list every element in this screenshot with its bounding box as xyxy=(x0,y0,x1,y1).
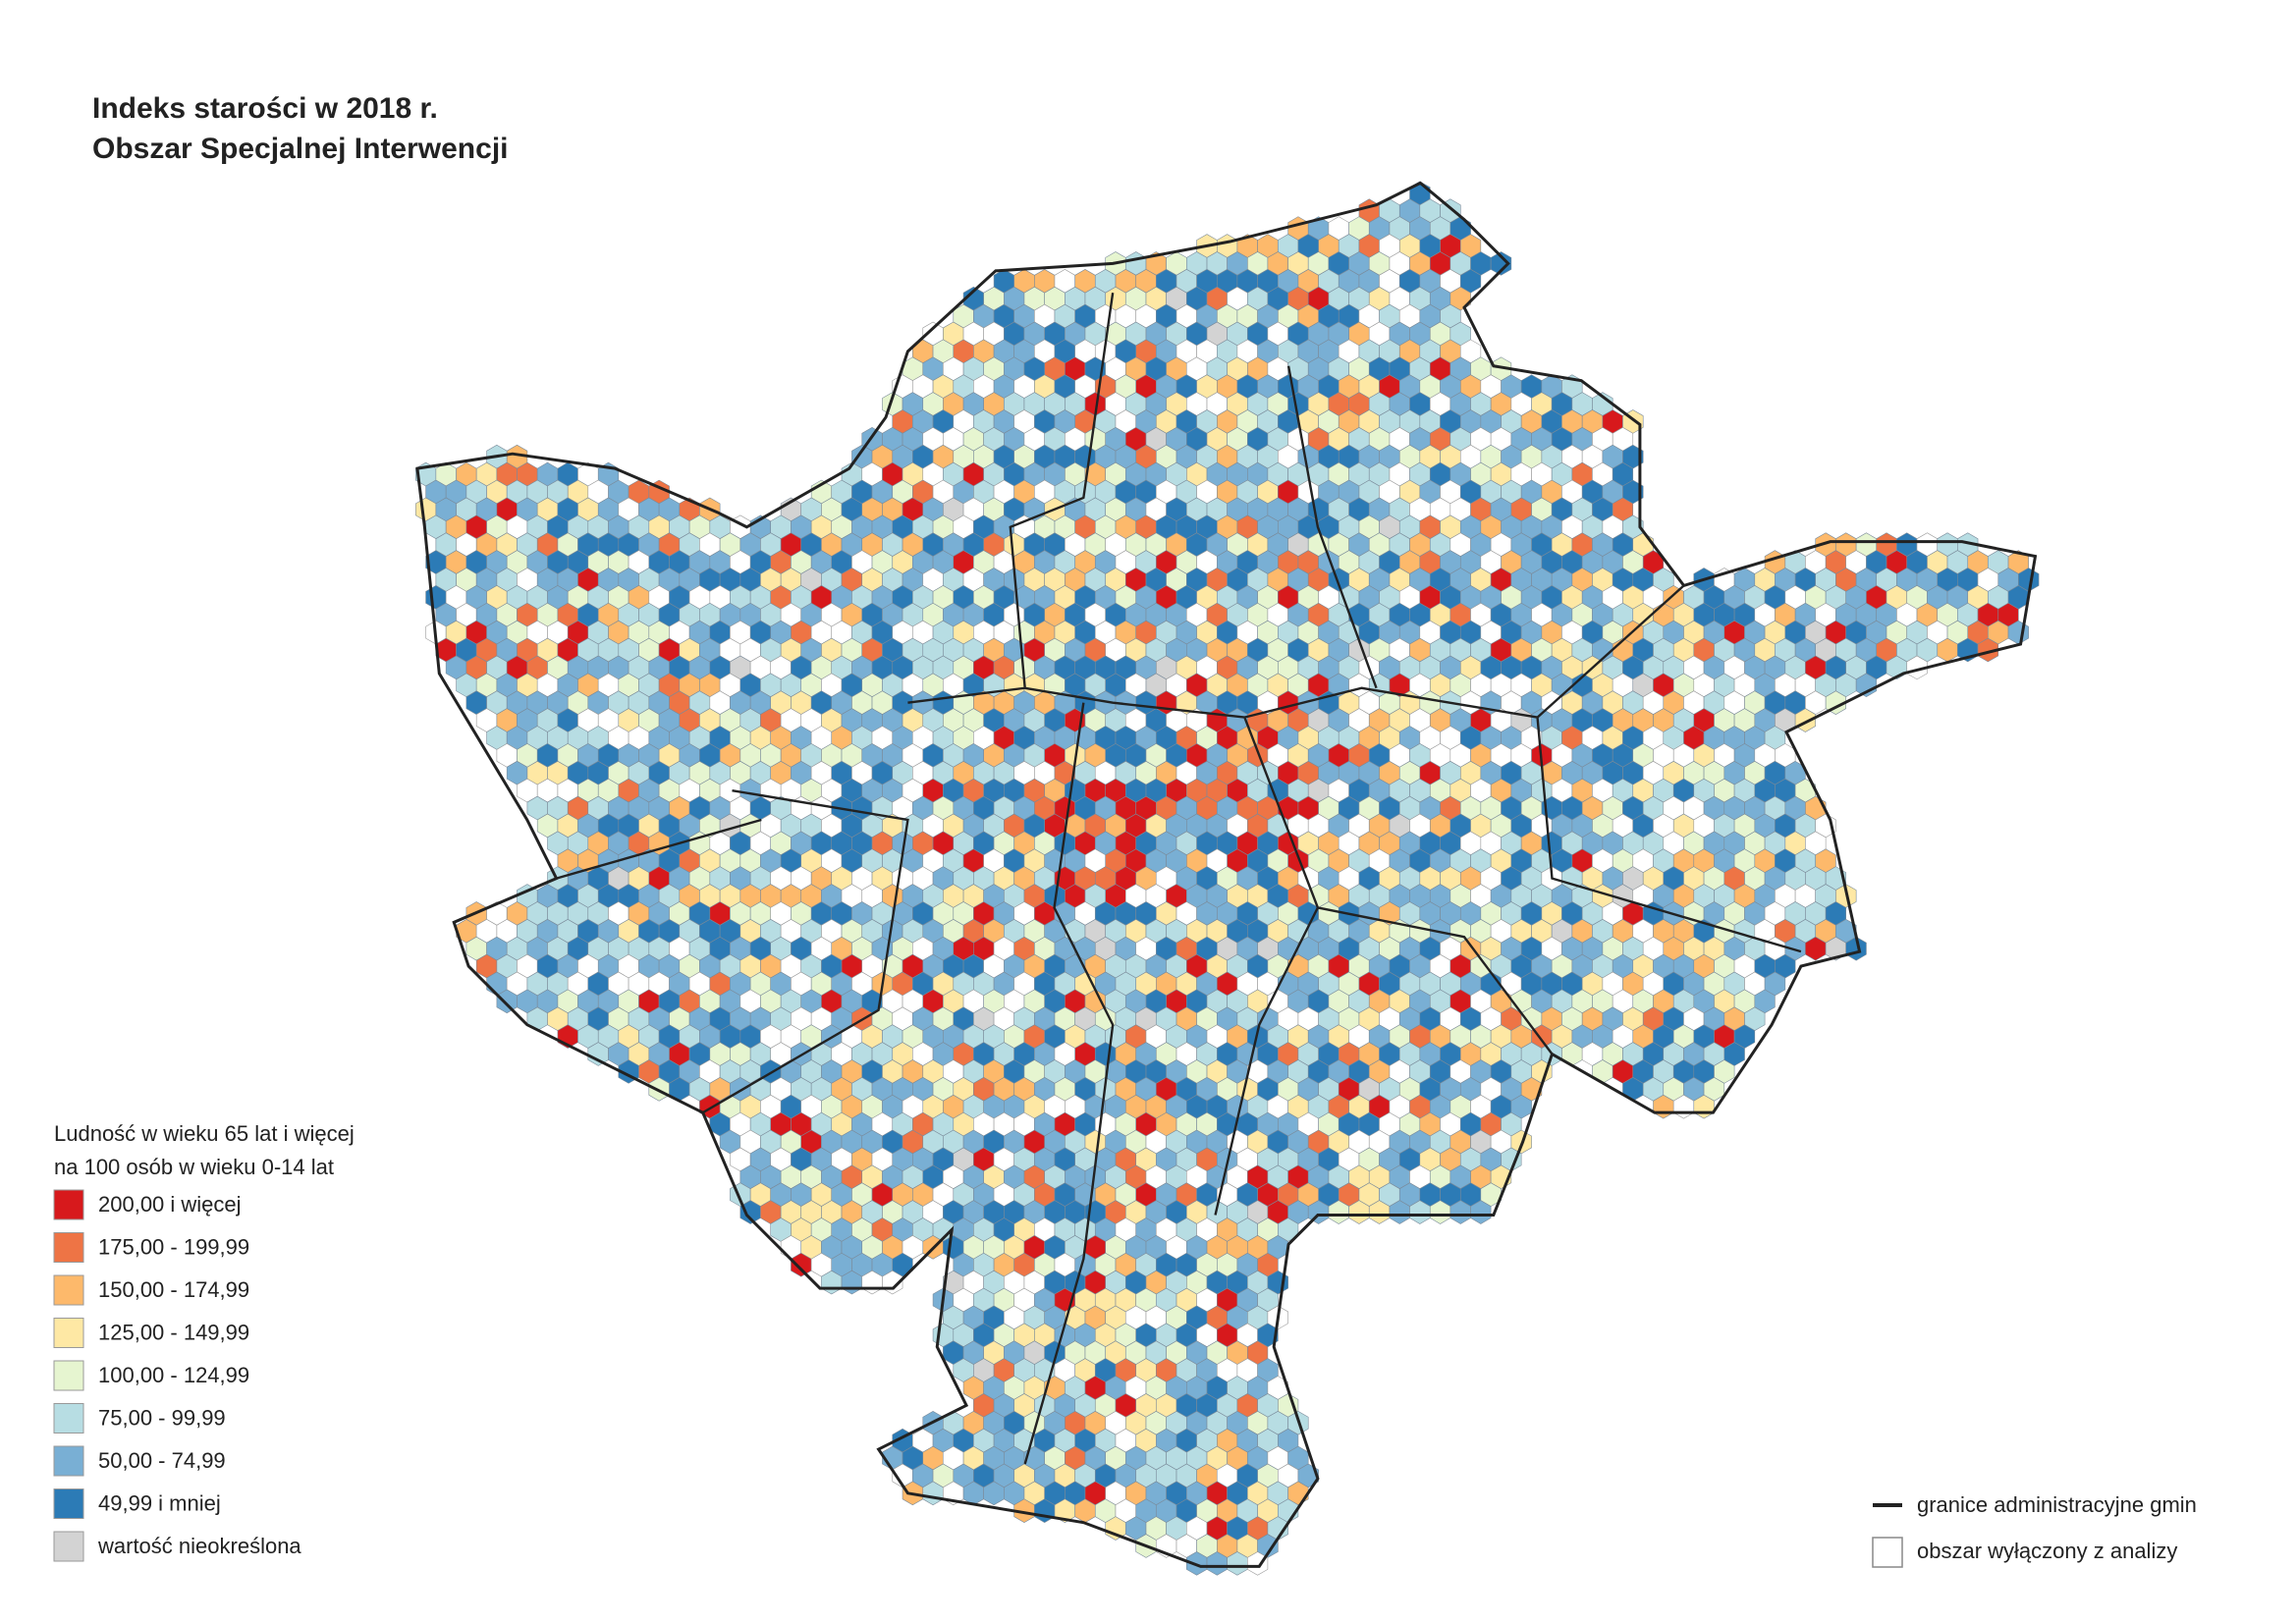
title: Obszar Specjalnej Interwencji xyxy=(92,133,509,165)
legend-swatch xyxy=(53,1360,84,1391)
legend-label: 125,00 - 149,99 xyxy=(98,1320,249,1344)
legend-label: 49,99 i mniej xyxy=(98,1490,221,1515)
legend-label: wartość nieokreślona xyxy=(97,1534,301,1558)
hex-map xyxy=(414,181,2040,1576)
legend-swatch xyxy=(53,1488,84,1519)
legend-label: obszar wyłączony z analizy xyxy=(1917,1539,2177,1563)
title: Indeks starości w 2018 r. xyxy=(92,92,438,125)
legend-swatch xyxy=(53,1531,84,1562)
legend-title: na 100 osób w wieku 0-14 lat xyxy=(54,1155,334,1179)
legend-label: 75,00 - 99,99 xyxy=(98,1405,226,1430)
legend-swatch xyxy=(53,1189,84,1220)
legend-label: 175,00 - 199,99 xyxy=(98,1234,249,1259)
legend-label: 200,00 i więcej xyxy=(98,1192,242,1217)
legend-swatch xyxy=(53,1403,84,1434)
legend-label: granice administracyjne gmin xyxy=(1917,1492,2197,1517)
legend-label: 50,00 - 74,99 xyxy=(98,1448,226,1473)
legend-swatch xyxy=(53,1318,84,1348)
legend: 200,00 i więcej 175,00 - 199,99 150,00 - 1… xyxy=(53,1189,301,1562)
legend-label: 150,00 - 174,99 xyxy=(98,1277,249,1302)
legend-swatch xyxy=(53,1274,84,1306)
legend-swatch xyxy=(53,1232,84,1263)
legend-title: Ludność w wieku 65 lat i więcej xyxy=(54,1121,355,1146)
hex xyxy=(1490,251,1512,276)
legend-label: 100,00 - 124,99 xyxy=(98,1363,249,1387)
excluded-symbol xyxy=(1872,1537,1903,1568)
legend-swatch xyxy=(53,1445,84,1477)
